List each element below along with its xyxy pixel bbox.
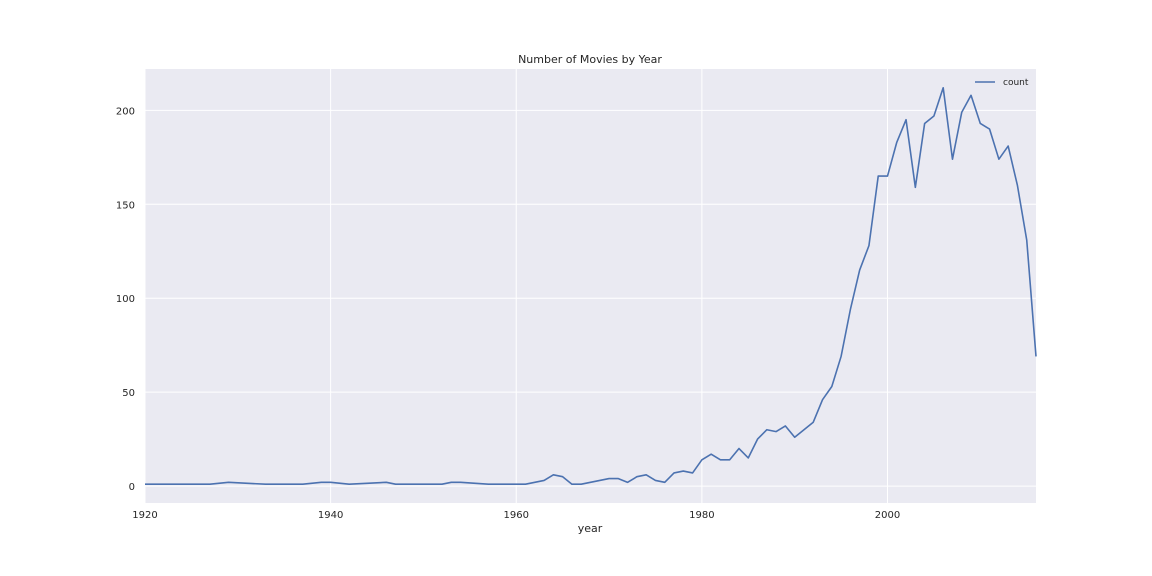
legend: count	[975, 78, 1029, 88]
y-axis-ticks: 0 50 100 150 200	[116, 106, 135, 493]
x-tick-label: 1920	[132, 510, 157, 521]
y-tick-label: 0	[129, 482, 135, 493]
y-tick-label: 200	[116, 106, 135, 117]
x-axis-label: year	[578, 522, 603, 535]
y-tick-label: 100	[116, 294, 135, 305]
y-tick-label: 50	[122, 388, 135, 399]
x-tick-label: 1940	[318, 510, 343, 521]
plot-background	[145, 69, 1036, 503]
x-tick-label: 1980	[689, 510, 714, 521]
x-tick-label: 2000	[875, 510, 900, 521]
x-tick-label: 1960	[504, 510, 529, 521]
series-line-count	[145, 86, 1037, 486]
grid-lines	[144, 69, 1036, 503]
legend-label-count: count	[1003, 78, 1029, 88]
chart-title: Number of Movies by Year	[518, 53, 662, 66]
y-tick-label: 150	[116, 200, 135, 211]
x-axis-ticks: 1920 1940 1960 1980 2000	[132, 510, 900, 521]
